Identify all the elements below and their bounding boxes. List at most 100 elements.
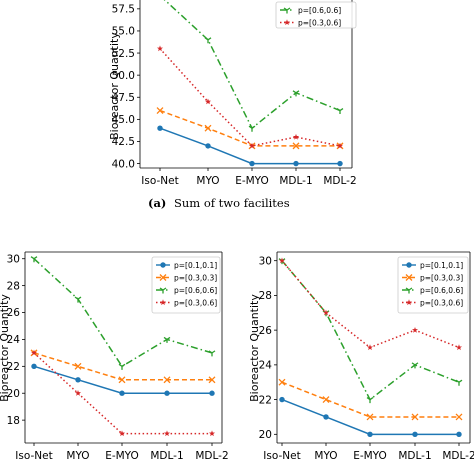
y-axis-label: Bioreactor Quantity <box>248 294 261 402</box>
data-point <box>322 309 330 316</box>
caption-label-a: (a) <box>148 196 166 210</box>
legend-marker <box>405 299 413 306</box>
data-point <box>74 390 82 396</box>
data-point <box>411 326 419 333</box>
data-point <box>455 379 463 386</box>
data-point <box>367 431 373 438</box>
data-point <box>292 133 300 140</box>
data-point <box>31 363 37 370</box>
x-tick-label: MDL-1 <box>279 175 312 187</box>
chart-sum-of-two-facilities: 40.0 42.5 45.0 47.5 50.0 52.5 55.0 57.5 Iso-Net M… <box>108 0 357 187</box>
data-point <box>279 396 285 403</box>
legend-label: p=[0.6,0.6] <box>420 286 463 295</box>
data-point <box>163 376 171 384</box>
data-point <box>208 376 216 384</box>
y-tick-label: 47.5 <box>112 92 135 104</box>
x-tick-label: MDL-2 <box>323 175 356 187</box>
data-point <box>118 363 126 370</box>
legend-label: p=[0.3,0.6] <box>174 298 217 307</box>
x-tick-label: MDL-2 <box>442 450 474 462</box>
x-tick-label: Iso-Net <box>141 175 178 187</box>
legend-marker <box>160 262 166 268</box>
y-tick-label: 28 <box>259 290 272 302</box>
data-point <box>336 107 344 115</box>
data-point <box>74 362 82 370</box>
data-point <box>366 344 374 351</box>
data-point <box>208 350 216 357</box>
x-tick-label: Iso-Net <box>15 450 52 462</box>
data-point <box>30 349 38 356</box>
legend-label: p=[0.3,0.6] <box>420 298 463 307</box>
data-point <box>118 376 126 384</box>
data-point <box>75 377 81 383</box>
data-point <box>164 390 170 396</box>
legend-label: p=[0.3,0.3] <box>420 273 463 282</box>
data-point <box>204 98 212 105</box>
legend-label: p=[0.1,0.1] <box>420 261 463 270</box>
x-tick-label: E-MYO <box>235 175 269 187</box>
legend-marker <box>405 287 413 294</box>
y-tick-label: 20 <box>7 388 20 400</box>
data-point <box>204 124 212 132</box>
y-tick-label: 30 <box>259 255 272 267</box>
data-point <box>292 142 300 150</box>
data-point <box>163 430 171 437</box>
x-tick-label: MDL-2 <box>195 450 228 462</box>
data-point <box>293 160 299 167</box>
data-point <box>278 257 286 264</box>
legend: p=[0.1,0.1] p=[0.3,0.3] p=[0.6,0.6] p=[0.3,… <box>397 256 469 314</box>
legend-box <box>151 256 221 314</box>
legend-box <box>397 256 469 314</box>
data-point <box>209 390 215 396</box>
y-tick-label: 24 <box>7 334 21 346</box>
legend-label: p=[0.3,0.6] <box>298 18 341 27</box>
y-tick-label: 18 <box>7 415 20 427</box>
legend-marker <box>159 287 167 294</box>
y-tick-label: 30 <box>7 253 20 265</box>
plot-area <box>156 0 344 167</box>
y-tick-label: 52.5 <box>112 48 135 60</box>
series-line <box>281 381 459 418</box>
y-axis-label: Bioreactor Quantity <box>0 294 11 402</box>
data-point <box>456 431 462 438</box>
y-tick-label: 26 <box>7 307 21 319</box>
data-point <box>336 142 344 149</box>
x-tick-label: E-MYO <box>105 450 139 462</box>
y-tick-label: 22 <box>259 394 272 406</box>
data-point <box>156 107 164 114</box>
x-tick-label: E-MYO <box>353 450 387 462</box>
legend-marker <box>283 7 291 14</box>
plot-area <box>30 256 216 437</box>
data-point <box>292 90 300 97</box>
data-point <box>208 430 216 437</box>
x-tick-label: MDL-1 <box>150 450 183 462</box>
chart-bottom-right: 20 22 24 26 28 30 Iso-Net MYO E-MYO MDL-1 MDL-2 Bio… <box>248 251 474 462</box>
data-point <box>337 160 343 167</box>
series-line <box>33 258 213 368</box>
x-tick-label: MYO <box>66 450 89 462</box>
data-point <box>30 256 38 263</box>
legend-label: p=[0.6,0.6] <box>174 286 217 295</box>
legend: p=[0.1,0.1] p=[0.3,0.3] p=[0.6,0.6] p=[0.3,… <box>151 256 221 314</box>
data-point <box>412 431 418 438</box>
legend-label: p=[0.1,0.1] <box>174 261 217 270</box>
x-tick-label: Iso-Net <box>263 450 300 462</box>
data-point <box>455 344 463 351</box>
y-tick-label: 28 <box>7 280 20 292</box>
data-point <box>118 430 126 437</box>
legend-label: p=[0.6,0.6] <box>298 6 341 15</box>
caption-text-a: Sum of two facilites <box>174 196 290 210</box>
chart-bottom-left: 18 20 22 24 26 28 30 Iso-Net MYO E-MYO MDL-1 MDL-2 B… <box>0 251 229 462</box>
legend-marker <box>406 262 412 268</box>
y-tick-label: 42.5 <box>112 136 135 148</box>
x-tick-label: MYO <box>196 175 219 187</box>
data-point <box>156 45 164 52</box>
legend-marker <box>159 299 167 306</box>
data-point <box>248 125 256 132</box>
legend-marker <box>283 19 291 26</box>
legend-marker <box>159 274 167 281</box>
data-point <box>163 336 171 343</box>
x-tick-label: MDL-1 <box>398 450 431 462</box>
y-tick-label: 24 <box>259 360 273 372</box>
